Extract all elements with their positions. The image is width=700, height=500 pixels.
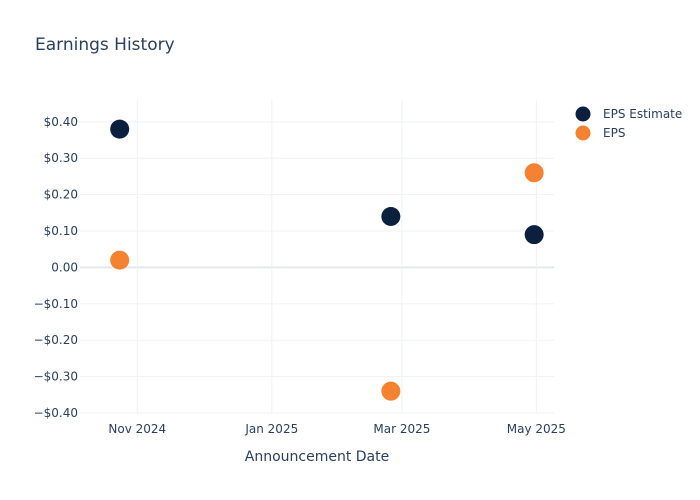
legend-marker-eps-estimate	[575, 106, 591, 122]
x-axis-title: Announcement Date	[245, 449, 389, 465]
y-tick-label: −$0.30	[34, 370, 78, 384]
legend[interactable]: EPS Estimate EPS	[575, 106, 683, 141]
x-tick-label: Jan 2025	[244, 422, 298, 436]
point-eps	[381, 381, 401, 401]
x-tick-label: Nov 2024	[108, 422, 166, 436]
y-tick-label: −$0.40	[34, 406, 78, 420]
x-tick-label: Mar 2025	[373, 422, 430, 436]
y-tick-label: −$0.10	[34, 297, 78, 311]
y-tick-label: $0.40	[44, 115, 78, 129]
x-tick-label: May 2025	[507, 422, 566, 436]
marks-layer	[110, 119, 544, 401]
grid-layer	[80, 100, 554, 414]
y-tick-label: $0.20	[44, 188, 78, 202]
legend-label-eps-estimate: EPS Estimate	[603, 107, 682, 121]
y-tick-label: −$0.20	[34, 333, 78, 347]
y-tick-label: 0.00	[51, 260, 78, 274]
chart-title: Earnings History	[35, 35, 175, 55]
point-eps-estimate	[524, 225, 544, 245]
point-eps	[524, 163, 544, 183]
legend-label-eps: EPS	[603, 126, 625, 140]
point-eps-estimate	[110, 119, 130, 139]
y-tick-label: $0.10	[44, 224, 78, 238]
legend-marker-eps	[575, 125, 591, 141]
point-eps	[110, 250, 130, 270]
y-tick-label: $0.30	[44, 151, 78, 165]
point-eps-estimate	[381, 206, 401, 226]
ticks-layer: $0.40 $0.30 $0.20 $0.10 0.00 −$0.10 −$0.20 −$0.…	[34, 115, 566, 436]
